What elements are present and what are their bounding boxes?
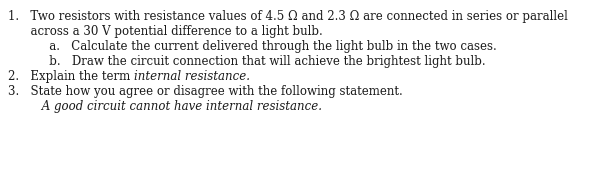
Text: A good circuit cannot have internal resistance.: A good circuit cannot have internal resi…: [8, 100, 322, 113]
Text: 1.   Two resistors with resistance values of 4.5 Ω and 2.3 Ω are connected in se: 1. Two resistors with resistance values …: [8, 10, 568, 23]
Text: b.   Draw the circuit connection that will achieve the brightest light bulb.: b. Draw the circuit connection that will…: [8, 55, 486, 68]
Text: 2.   Explain the term: 2. Explain the term: [8, 70, 134, 83]
Text: internal resistance.: internal resistance.: [134, 70, 250, 83]
Text: a.   Calculate the current delivered through the light bulb in the two cases.: a. Calculate the current delivered throu…: [8, 40, 497, 53]
Text: 3.   State how you agree or disagree with the following statement.: 3. State how you agree or disagree with …: [8, 85, 403, 98]
Text: across a 30 V potential difference to a light bulb.: across a 30 V potential difference to a …: [8, 25, 323, 38]
